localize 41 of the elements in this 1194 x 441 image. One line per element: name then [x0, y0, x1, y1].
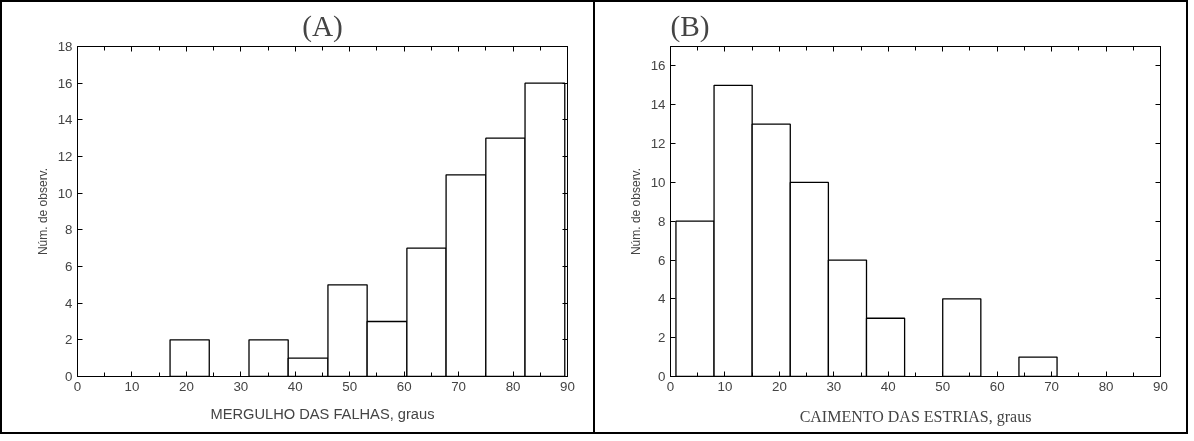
x-tick-label: 60: [989, 378, 1005, 394]
y-tick-label: 10: [57, 185, 73, 201]
y-tick-label: 8: [658, 213, 666, 229]
y-axis-title: Núm. de observ.: [628, 167, 643, 256]
y-tick-label: 12: [57, 149, 73, 164]
y-tick-label: 4: [658, 291, 667, 307]
x-tick-label: 40: [880, 378, 896, 394]
y-tick-label: 2: [65, 332, 73, 348]
x-tick-label: 50: [935, 378, 951, 394]
y-axis-title: Núm. de observ.: [35, 167, 50, 256]
chart-title: (B): [670, 9, 710, 43]
x-tick-label: 60: [396, 378, 412, 394]
x-tick-label: 20: [771, 378, 787, 394]
chart-title: (A): [302, 9, 343, 43]
y-tick-label: 16: [57, 75, 73, 91]
x-axis-title: MERGULHO DAS FALHAS, graus: [210, 405, 435, 422]
y-tick-label: 14: [57, 112, 74, 128]
y-tick-label: 8: [65, 222, 73, 238]
y-tick-label: 4: [65, 295, 74, 311]
x-tick-label: 10: [124, 378, 140, 394]
x-axis-title: CAIMENTO DAS ESTRIAS, graus: [799, 407, 1032, 426]
y-tick-label: 12: [650, 136, 666, 152]
y-tick-label: 6: [65, 259, 73, 274]
x-tick-label: 50: [342, 378, 358, 394]
x-tick-label: 80: [1098, 378, 1114, 394]
y-tick-label: 14: [650, 97, 667, 113]
y-tick-label: 16: [650, 58, 666, 74]
x-tick-label: 80: [505, 378, 521, 394]
x-tick-label: 30: [233, 378, 249, 394]
y-tick-label: 18: [57, 39, 73, 54]
x-tick-label: 30: [826, 378, 842, 394]
x-tick-label: 70: [1044, 378, 1060, 394]
y-tick-label: 6: [658, 252, 666, 268]
x-tick-label: 90: [560, 378, 575, 394]
x-tick-label: 40: [287, 378, 303, 394]
x-tick-label: 10: [717, 378, 733, 394]
x-tick-label: 70: [451, 378, 467, 394]
x-tick-label: 20: [178, 378, 194, 394]
y-tick-label: 2: [658, 330, 666, 346]
x-tick-label: 90: [1153, 378, 1168, 394]
y-tick-label: 10: [650, 174, 666, 190]
